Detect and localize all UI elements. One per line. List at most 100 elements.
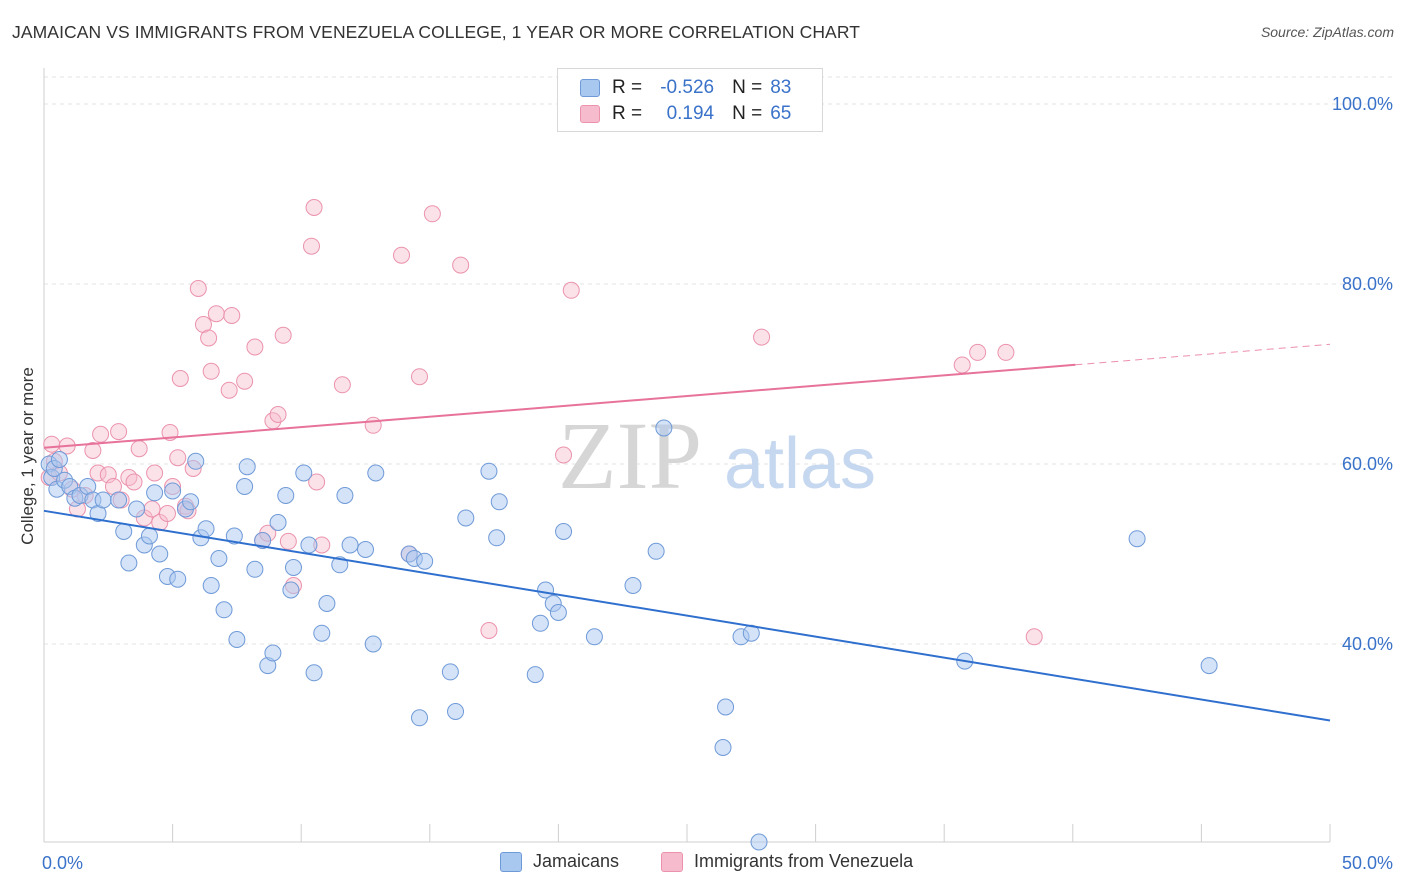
venezuela-point: [305, 199, 323, 216]
venezuela-point: [120, 469, 138, 486]
jamaican-point: [647, 542, 665, 560]
tick-labels: 40.0% 60.0% 80.0% 100.0% 0.0% 50.0%: [42, 94, 1393, 873]
jamaican-point: [480, 462, 498, 480]
correlation-legend: R = -0.526 N = 83 R = 0.194 N = 65: [557, 68, 823, 132]
jamaican-point: [1200, 657, 1218, 675]
x-tick-label: 50.0%: [1342, 853, 1393, 873]
jamaican-point: [341, 536, 359, 554]
jamaican-point: [331, 556, 349, 574]
jamaican-point: [295, 464, 313, 482]
venezuela-point: [110, 423, 128, 441]
jamaican-point: [50, 451, 68, 468]
jamaican-point: [269, 514, 287, 531]
jamaican-point: [305, 664, 323, 682]
jamaican-point: [441, 663, 459, 681]
y-tick-label: 40.0%: [1342, 634, 1393, 654]
venezuela-point: [480, 622, 498, 639]
venezuela-point: [207, 305, 225, 323]
jamaican-point: [717, 698, 735, 716]
venezuela-point: [953, 356, 971, 374]
trend-line-venezuela: [43, 363, 1076, 449]
legend-n-label: N =: [732, 103, 763, 124]
venezuela-point: [364, 416, 382, 434]
jamaican-point: [655, 419, 673, 437]
jamaican-point: [490, 493, 508, 511]
jamaican-point: [313, 624, 331, 642]
venezuela-point: [246, 338, 264, 356]
venezuela-point: [753, 328, 771, 346]
source-credit: Source: ZipAtlas.com: [1260, 24, 1394, 40]
jamaican-point: [151, 545, 169, 563]
venezuela-point: [220, 381, 238, 399]
jamaican-point: [210, 550, 228, 567]
legend-r-value: 0.194: [666, 103, 715, 124]
venezuela-point: [84, 442, 102, 459]
venezuela-point: [555, 446, 573, 464]
chart-title: JAMAICAN VS IMMIGRANTS FROM VENEZUELA CO…: [12, 22, 861, 42]
y-tick-label: 60.0%: [1342, 454, 1393, 474]
jamaican-point: [215, 601, 233, 619]
venezuela-point: [274, 326, 292, 344]
jamaican-point: [531, 614, 549, 632]
jamaican-point: [228, 631, 246, 648]
legend-item-venezuela[interactable]: Immigrants from Venezuela: [661, 851, 913, 872]
jamaican-point: [549, 604, 567, 621]
venezuela-point: [279, 532, 297, 550]
trend-line-jamaicans: [43, 509, 1331, 722]
jamaican-point: [357, 541, 374, 558]
venezuela-point: [1025, 628, 1043, 646]
venezuela-point: [969, 343, 987, 361]
trend-line-venezuela-extension: [1075, 343, 1331, 366]
jamaican-point: [364, 635, 382, 653]
jamaican-point: [277, 487, 295, 504]
legend-item-jamaicans[interactable]: Jamaicans: [500, 851, 619, 872]
jamaican-point: [238, 458, 256, 476]
venezuela-point: [997, 343, 1015, 361]
legend-label-venezuela: Immigrants from Venezuela: [694, 851, 914, 871]
jamaican-point: [169, 570, 187, 588]
venezuela-point: [202, 362, 220, 380]
grid-lines: [44, 76, 1395, 645]
jamaican-point: [140, 527, 158, 545]
jamaican-point: [164, 482, 182, 500]
jamaican-point: [416, 552, 434, 570]
legend-n-value: 83: [770, 77, 792, 98]
jamaican-point: [182, 493, 200, 511]
venezuela-point: [125, 473, 143, 491]
jamaican-point: [115, 523, 133, 540]
legend-r-value: -0.526: [660, 77, 715, 98]
jamaican-point: [202, 577, 220, 594]
watermark-zip: ZIP: [558, 402, 702, 509]
jamaican-point: [300, 536, 318, 554]
jamaican-point: [585, 628, 603, 646]
jamaican-point: [367, 464, 385, 482]
jamaican-point: [282, 581, 300, 599]
jamaican-point: [318, 595, 336, 612]
venezuela-point: [333, 376, 351, 394]
venezuela-point: [308, 473, 326, 491]
venezuela-point: [158, 505, 176, 522]
jamaican-point: [246, 560, 264, 578]
watermark-atlas: atlas: [724, 424, 876, 504]
legend-swatch-blue: [500, 851, 522, 872]
legend-swatch-pink: [661, 851, 683, 872]
jamaican-point: [128, 500, 146, 518]
trend-lines: [43, 343, 1331, 722]
legend-swatch-blue: [580, 79, 600, 97]
jamaican-point: [225, 527, 243, 545]
jamaican-point: [146, 484, 164, 502]
venezuela-point: [89, 464, 107, 482]
y-axis-label: College, 1 year or more: [18, 367, 37, 545]
venezuela-point: [169, 449, 187, 467]
jamaican-point: [94, 491, 112, 509]
venezuela-point: [223, 307, 241, 324]
jamaican-point: [624, 577, 642, 594]
jamaican-point: [447, 703, 465, 720]
venezuela-point: [171, 370, 189, 387]
jamaican-point: [488, 529, 506, 547]
jamaican-point: [110, 491, 128, 509]
jamaican-point: [526, 666, 544, 684]
jamaican-point: [284, 559, 302, 576]
venezuela-point: [236, 372, 254, 390]
